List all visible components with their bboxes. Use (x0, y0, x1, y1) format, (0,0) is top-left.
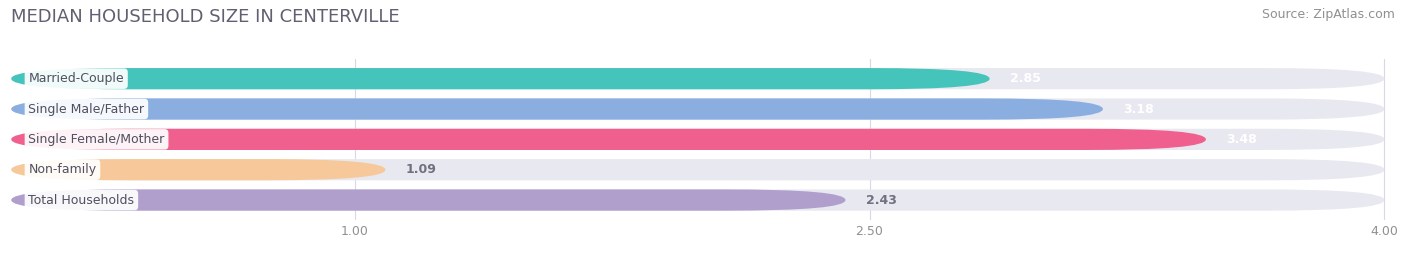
Text: Single Female/Mother: Single Female/Mother (28, 133, 165, 146)
FancyBboxPatch shape (11, 189, 1385, 211)
Text: 1.09: 1.09 (406, 163, 437, 176)
Text: Source: ZipAtlas.com: Source: ZipAtlas.com (1261, 8, 1395, 21)
FancyBboxPatch shape (11, 159, 385, 180)
FancyBboxPatch shape (11, 68, 990, 89)
Text: Married-Couple: Married-Couple (28, 72, 124, 85)
Text: 2.85: 2.85 (1011, 72, 1040, 85)
FancyBboxPatch shape (11, 98, 1102, 120)
FancyBboxPatch shape (11, 129, 1206, 150)
Text: Single Male/Father: Single Male/Father (28, 103, 145, 116)
Text: MEDIAN HOUSEHOLD SIZE IN CENTERVILLE: MEDIAN HOUSEHOLD SIZE IN CENTERVILLE (11, 8, 399, 26)
Text: 2.43: 2.43 (866, 193, 897, 207)
FancyBboxPatch shape (11, 68, 1385, 89)
Text: Total Households: Total Households (28, 193, 135, 207)
FancyBboxPatch shape (11, 98, 1385, 120)
Text: 3.48: 3.48 (1226, 133, 1257, 146)
FancyBboxPatch shape (11, 189, 845, 211)
Text: Non-family: Non-family (28, 163, 97, 176)
FancyBboxPatch shape (11, 159, 1385, 180)
Text: 3.18: 3.18 (1123, 103, 1154, 116)
FancyBboxPatch shape (11, 129, 1385, 150)
